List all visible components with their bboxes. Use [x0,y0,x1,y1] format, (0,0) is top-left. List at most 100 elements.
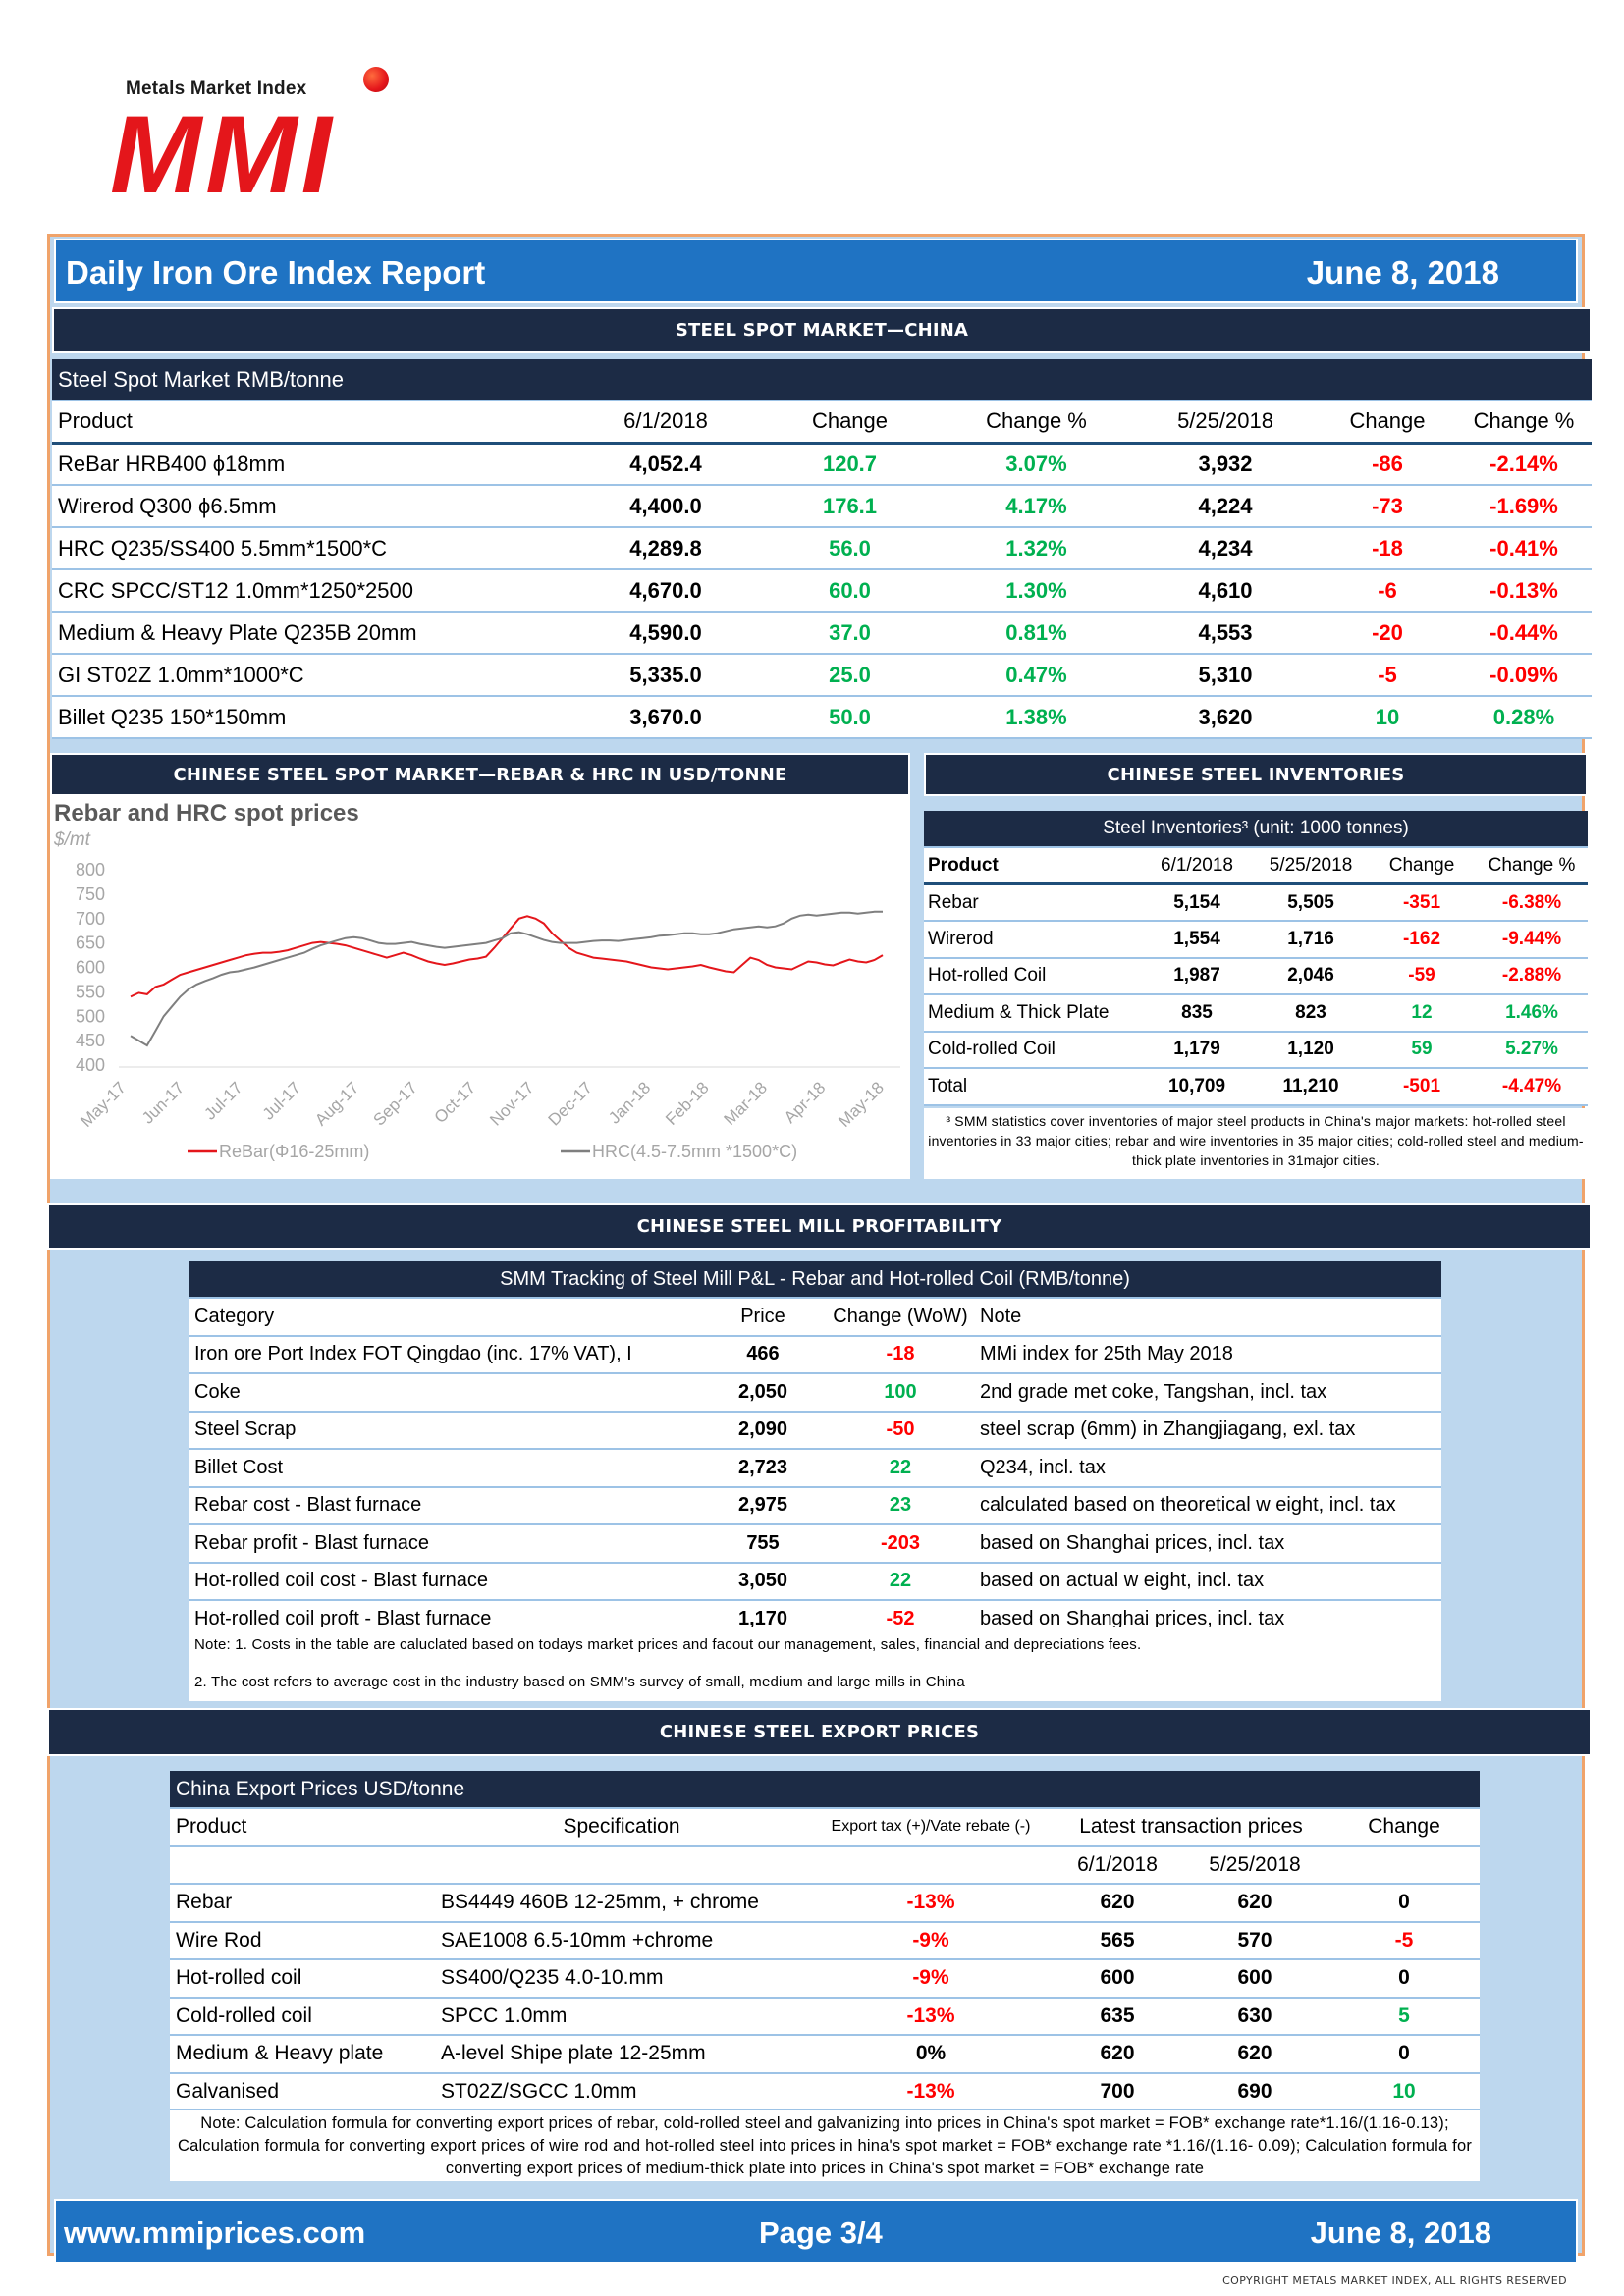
profitability-rows: Iron ore Port Index FOT Qingdao (inc. 17… [189,1335,1441,1639]
report-date: June 8, 2018 [1306,254,1499,291]
profitability-change: 23 [827,1486,974,1525]
export-caption: China Export Prices USD/tonne [170,1771,1480,1809]
inventory-change-pct: 1.46% [1476,994,1588,1033]
export-header: Latest transaction prices [1054,1808,1328,1847]
spot-change-pct-prev: -0.41% [1456,527,1592,570]
spot-price-prev: 3,620 [1132,696,1319,739]
export-price-previous: 620 [1181,1884,1328,1923]
section-inventories: CHINESE STEEL INVENTORIES [924,753,1588,796]
export-change: -5 [1328,1921,1480,1960]
export-row: Hot-rolled coil SS400/Q235 4.0-10.mm -9% 60… [170,1959,1480,1999]
mmi-logo: Metals Market Index MMI [110,61,405,216]
spot-header: Change % [1456,400,1592,445]
spot-change: 176.1 [759,485,941,528]
spot-product: Billet Q235 150*150mm [52,696,572,739]
profitability-price: 2,090 [699,1411,827,1450]
y-tick-label: 650 [76,934,105,953]
export-price-current: 600 [1054,1959,1181,1999]
spot-change-prev: -20 [1319,612,1456,655]
copyright-notice: COPYRIGHT METALS MARKET INDEX, ALL RIGHT… [1222,2274,1567,2287]
footer-page: Page 3/4 [759,2216,883,2250]
spot-price: 4,670.0 [572,569,759,613]
profitability-price: 2,050 [699,1373,827,1413]
spot-product: Medium & Heavy Plate Q235B 20mm [52,612,572,655]
inventory-row: Hot-rolled Coil 1,987 2,046 -59 -2.88% [924,957,1588,995]
export-tax: -13% [808,1884,1054,1923]
export-tax: -13% [808,1997,1054,2036]
profitability-change: -18 [827,1335,974,1374]
inventory-current: 10,709 [1140,1068,1254,1106]
spot-header: 6/1/2018 [572,400,759,445]
y-tick-label: 700 [76,909,105,929]
spot-change: 60.0 [759,569,941,613]
spot-header: Product [52,400,572,445]
report-footer: www.mmiprices.com Page 3/4 June 8, 2018 [54,2199,1578,2264]
export-specification: BS4449 460B 12-25mm, + chrome [435,1884,808,1923]
spot-change-pct: 3.07% [941,443,1132,486]
inventories-table: Steel Inventories³ (unit: 1000 tonnes) P… [924,811,1588,1106]
export-product: Rebar [170,1884,435,1923]
spot-price: 4,052.4 [572,443,759,486]
spot-header-row: Product 6/1/2018 Change Change % 5/25/20… [52,400,1592,445]
export-row: Rebar BS4449 460B 12-25mm, + chrome -13% 62… [170,1884,1480,1923]
inventory-current: 835 [1140,994,1254,1033]
chart-y-unit: $/mt [54,829,90,850]
export-specification: SAE1008 6.5-10mm +chrome [435,1921,808,1960]
inventory-change-pct: -4.47% [1476,1068,1588,1106]
export-price-previous: 690 [1181,2072,1328,2111]
x-tick-label: Jul-17 [200,1078,245,1123]
export-price-current: 620 [1054,2035,1181,2074]
footer-url[interactable]: www.mmiprices.com [64,2216,366,2250]
inventory-change-pct: -9.44% [1476,921,1588,959]
export-specification: SS400/Q235 4.0-10.mm [435,1959,808,1999]
inventory-previous: 5,505 [1254,883,1368,922]
spot-row: Wirerod Q300 ϕ6.5mm 4,400.0 176.1 4.17% 4,22… [52,485,1592,528]
profitability-header: Price [699,1298,827,1337]
x-tick-label: Mar-18 [721,1078,772,1129]
series-line-hrc [130,910,883,1047]
export-specification: A-level Shipe plate 12-25mm [435,2035,808,2074]
profitability-note: based on Shanghai prices, incl. tax [974,1524,1441,1564]
spot-row: GI ST02Z 1.0mm*1000*C 5,335.0 25.0 0.47% 5,3… [52,654,1592,697]
rebar-hrc-chart: Rebar and HRC spot prices $/mt 800 750 700… [50,796,910,1179]
export-price-current: 620 [1054,1884,1181,1923]
export-rows: Rebar BS4449 460B 12-25mm, + chrome -13% 62… [170,1884,1480,2111]
export-header-row: Product Specification Export tax (+)/Vat… [170,1808,1480,1847]
spot-change: 25.0 [759,654,941,697]
inventory-row: Total 10,709 11,210 -501 -4.47% [924,1068,1588,1106]
profitability-row: Rebar cost - Blast furnace 2,975 23 calcula… [189,1486,1441,1525]
export-change: 0 [1328,1959,1480,1999]
spot-change-pct-prev: -1.69% [1456,485,1592,528]
export-change: 5 [1328,1997,1480,2036]
inventories-rows: Rebar 5,154 5,505 -351 -6.38% Wirerod 1,554 1,7… [924,883,1588,1106]
y-tick-label: 600 [76,958,105,978]
profitability-row: Billet Cost 2,723 22 Q234, incl. tax [189,1449,1441,1488]
x-tick-label: Feb-18 [662,1078,713,1129]
profitability-price: 2,723 [699,1449,827,1488]
inventory-previous: 1,716 [1254,921,1368,959]
profitability-change: 22 [827,1562,974,1601]
profitability-price: 755 [699,1524,827,1564]
export-tax: -9% [808,1921,1054,1960]
spot-product: ReBar HRB400 ϕ18mm [52,443,572,486]
spot-row: Medium & Heavy Plate Q235B 20mm 4,590.0 37… [52,612,1592,655]
inventory-row: Cold-rolled Coil 1,179 1,120 59 5.27% [924,1031,1588,1069]
export-specification: SPCC 1.0mm [435,1997,808,2036]
export-note: Note: Calculation formula for converting… [170,2110,1480,2181]
export-price-previous: 630 [1181,1997,1328,2036]
legend-label: HRC(4.5-7.5mm *1500*C) [592,1142,797,1161]
y-tick-label: 750 [76,884,105,904]
spot-row: HRC Q235/SS400 5.5mm*1500*C 4,289.8 56.0 1.… [52,527,1592,570]
x-tick-label: Apr-18 [781,1078,830,1127]
spot-change-pct: 0.47% [941,654,1132,697]
x-tick-label: Dec-17 [545,1078,596,1129]
inventory-current: 1,179 [1140,1031,1254,1069]
profitability-change: -203 [827,1524,974,1564]
logo-wordmark: MMI [110,93,336,216]
inventory-change: 59 [1368,1031,1476,1069]
spot-change-pct: 0.81% [941,612,1132,655]
inventory-previous: 2,046 [1254,957,1368,995]
section-export: CHINESE STEEL EXPORT PRICES [47,1708,1592,1756]
inventory-change: -59 [1368,957,1476,995]
spot-change-pct-prev: -0.09% [1456,654,1592,697]
